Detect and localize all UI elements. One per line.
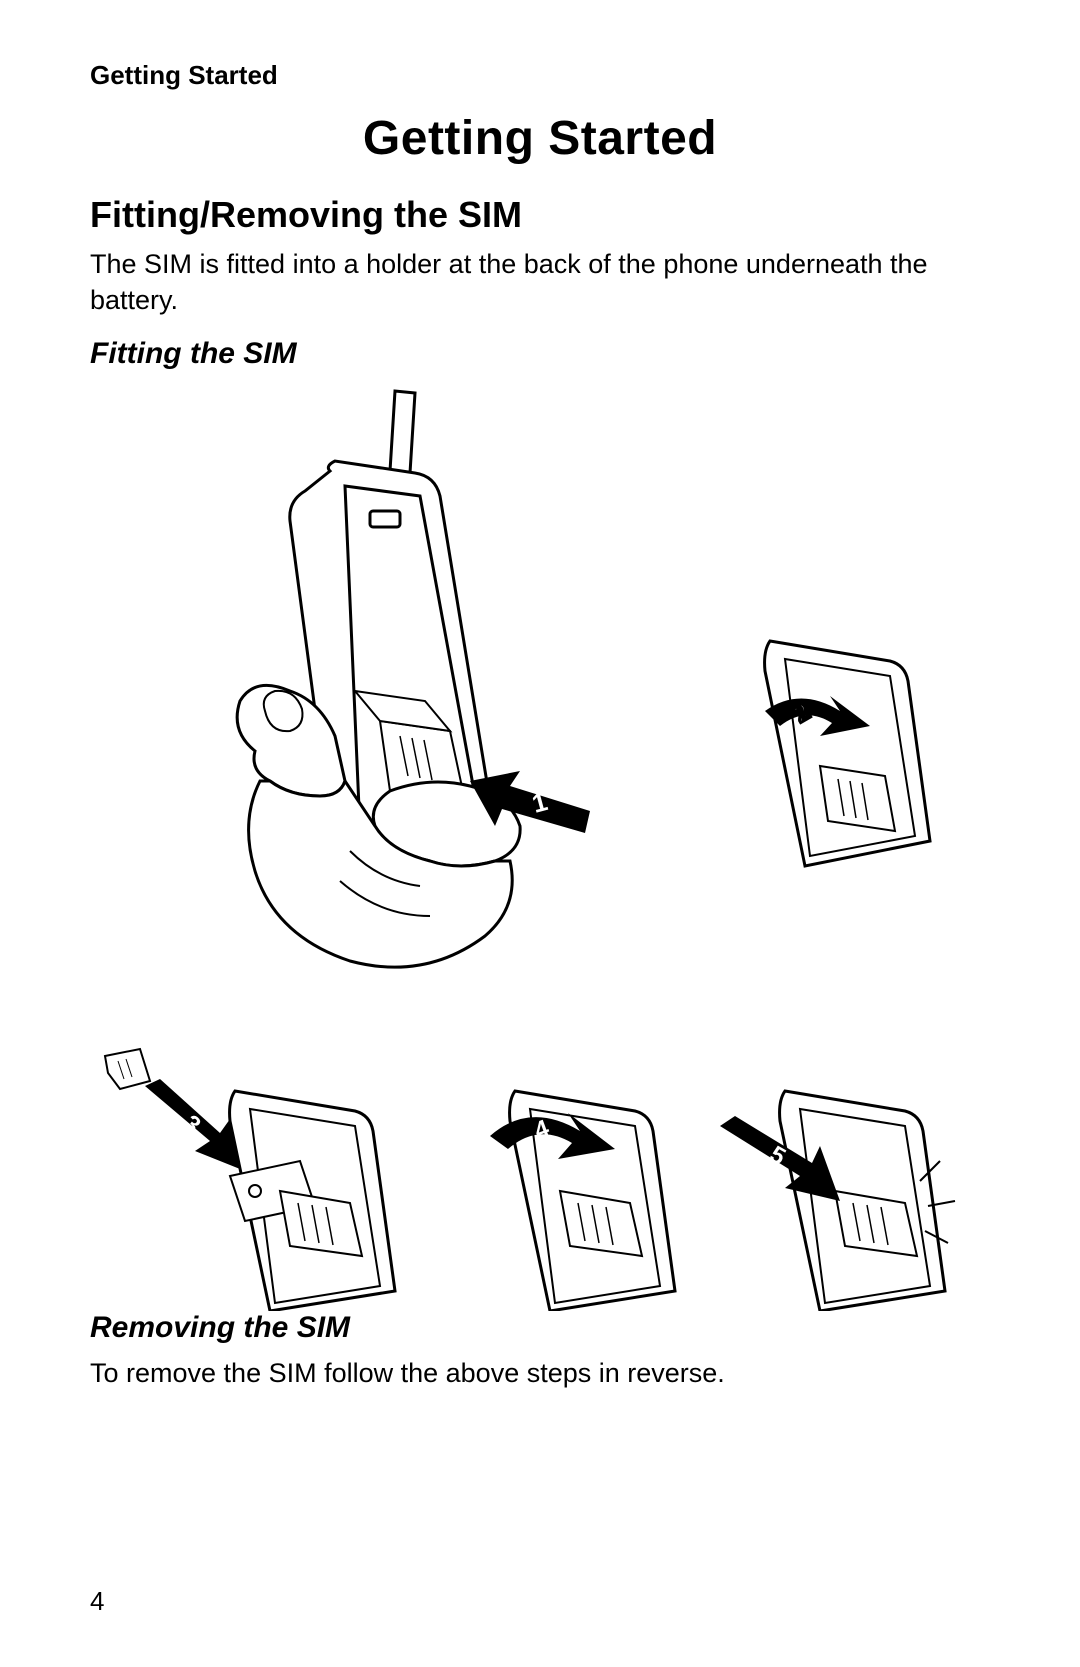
steps-3-4-5-row: 3 (90, 1031, 990, 1311)
steps-row-illustration: 3 (90, 1031, 990, 1311)
fitting-diagram-area: 1 2 (90, 381, 990, 1311)
page-header-label: Getting Started (90, 60, 990, 91)
page-number: 4 (90, 1586, 104, 1617)
fitting-main-diagram: 1 2 (90, 381, 990, 1021)
section-heading: Fitting/Removing the SIM (90, 194, 990, 236)
removing-paragraph: To remove the SIM follow the above steps… (90, 1355, 990, 1391)
intro-paragraph: The SIM is fitted into a holder at the b… (90, 246, 990, 319)
main-title: Getting Started (90, 111, 990, 166)
fitting-subheading: Fitting the SIM (90, 337, 990, 371)
phone-hand-illustration: 1 2 (90, 381, 990, 1021)
removing-subheading: Removing the SIM (90, 1311, 990, 1345)
